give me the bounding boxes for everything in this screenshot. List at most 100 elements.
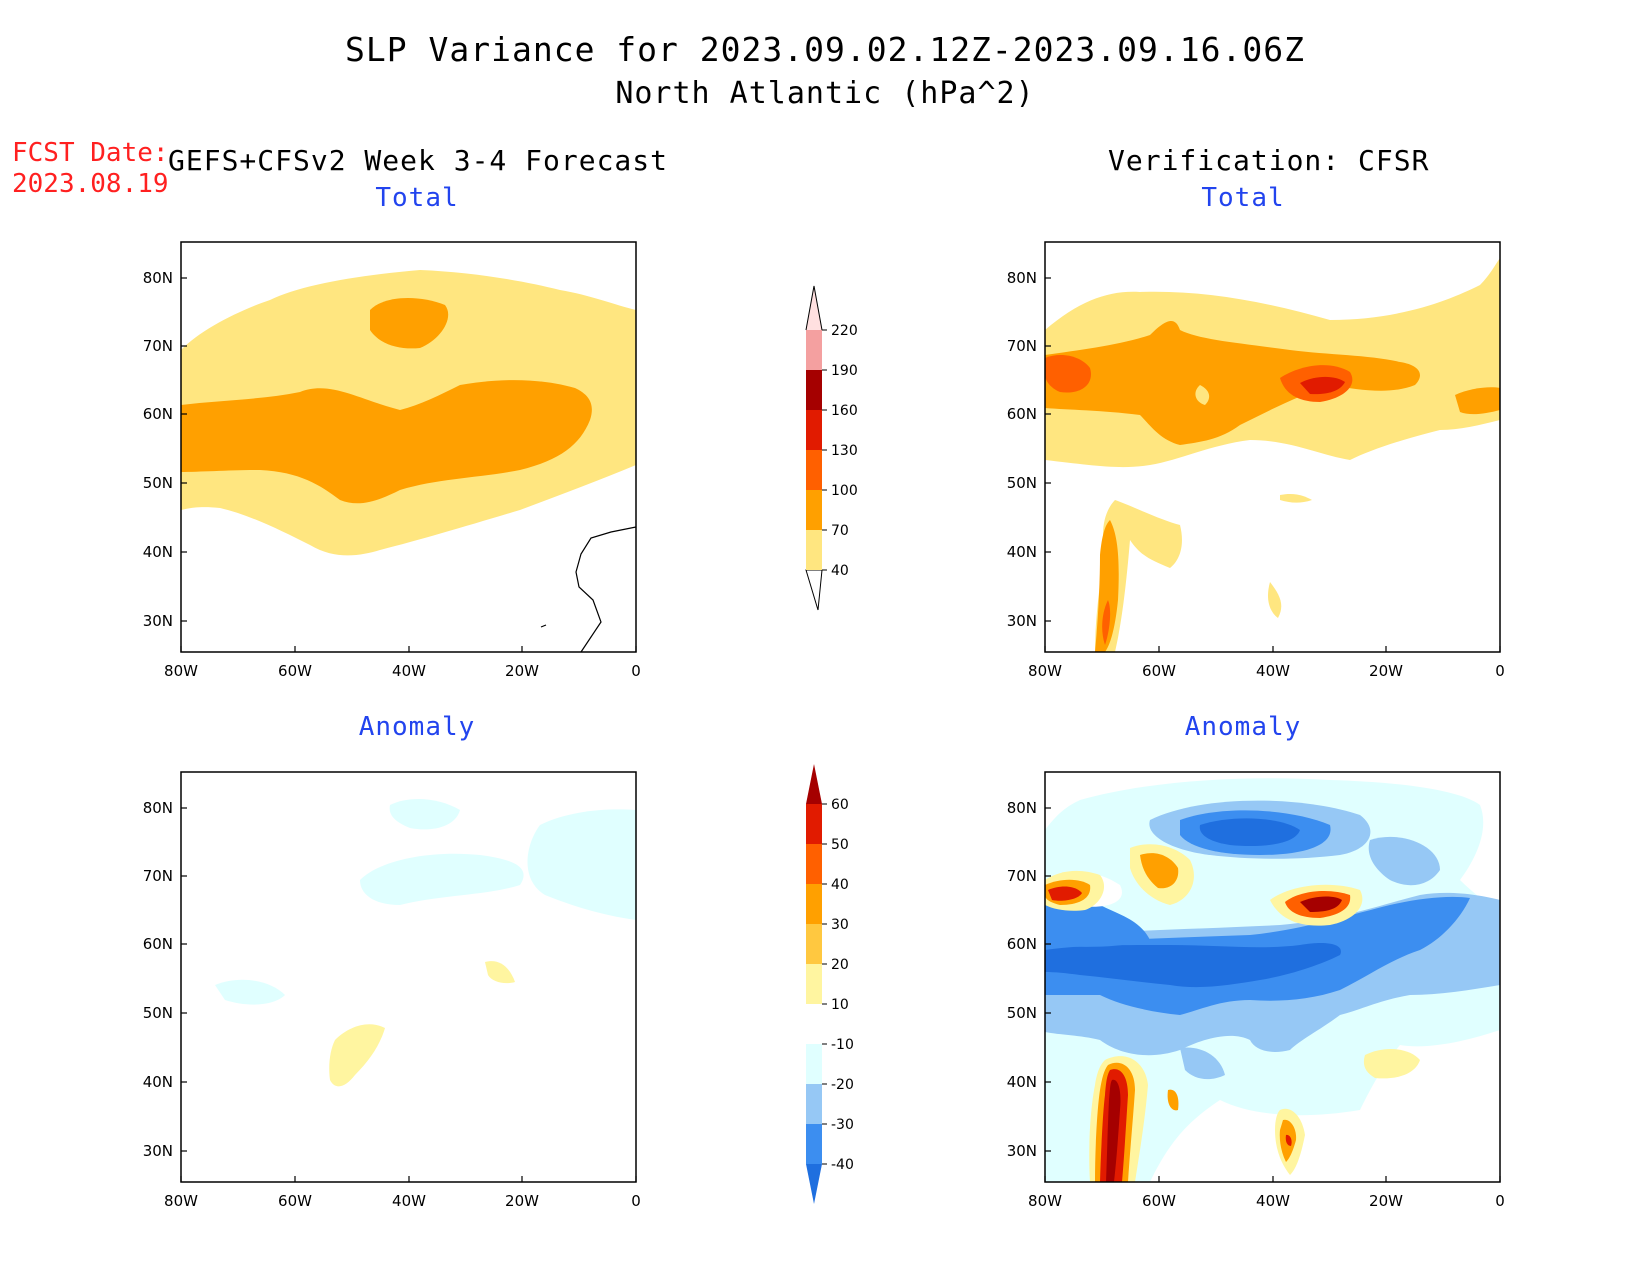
lat-label: 50N [143, 1004, 173, 1022]
colorbar-total-swatch [806, 490, 822, 530]
colorbar-anomaly-label: 20 [831, 957, 849, 973]
colorbar-anomaly: -40 -30 -20 -10 10 20 30 40 50 60 [806, 764, 854, 1204]
map-total-verification [1044, 241, 1501, 653]
lat-label: 30N [1007, 612, 1037, 630]
map-total-forecast [180, 241, 637, 653]
lat-label: 70N [1007, 867, 1037, 885]
colorbar-total-label: 190 [831, 363, 858, 379]
lat-label: 30N [143, 1142, 173, 1160]
lon-label: 40W [392, 662, 426, 680]
lon-label: 20W [1369, 662, 1403, 680]
lon-label: 60W [1142, 1192, 1176, 1210]
colorbar-total-swatch [806, 450, 822, 490]
lon-label: 80W [1028, 662, 1062, 680]
forecast-heading: GEFS+CFSv2 Week 3-4 Forecast [168, 144, 669, 177]
lon-label: 80W [1028, 1192, 1062, 1210]
verification-heading: Verification: CFSR [1108, 144, 1430, 177]
lat-label: 60N [143, 935, 173, 953]
lon-label: 20W [1369, 1192, 1403, 1210]
colorbar-total-swatch [806, 370, 822, 410]
lon-label: 0 [1495, 1192, 1505, 1210]
map-anomaly-forecast [180, 771, 637, 1183]
lat-label: 80N [143, 269, 173, 287]
lon-label: 20W [505, 1192, 539, 1210]
colorbar-anomaly-swatch [806, 964, 822, 1004]
lon-label: 60W [278, 662, 312, 680]
colorbar-anomaly-label: -10 [831, 1037, 854, 1053]
colorbar-total-label: 220 [831, 323, 858, 339]
lon-label: 0 [631, 1192, 641, 1210]
axes-layer: 80N 70N 60N 50N 40N 30N 80W 60W 40W 20W 0 80N 70N 60N… [143, 269, 1505, 1210]
colorbar-total-label: 40 [831, 563, 849, 579]
colorbar-anomaly-label: 30 [831, 917, 849, 933]
lat-label: 60N [1007, 405, 1037, 423]
lat-label: 50N [143, 474, 173, 492]
contours-anomaly-verification [1045, 772, 1500, 1182]
colorbar-anomaly-label: 60 [831, 797, 849, 813]
colorbar-total: 40 70 100 130 160 190 220 [805, 285, 858, 611]
colorbar-total-upper-triangle [806, 286, 822, 330]
colorbar-anomaly-label: 50 [831, 837, 849, 853]
lat-label: 60N [143, 405, 173, 423]
colorbar-anomaly-label: 40 [831, 877, 849, 893]
lon-label: 20W [505, 662, 539, 680]
colorbar-anomaly-label: -30 [831, 1117, 854, 1133]
colorbar-anomaly-swatch [806, 884, 822, 924]
colorbar-total-upper-outline [805, 285, 823, 331]
colorbar-total-lower-triangle [805, 569, 823, 611]
colorbar-anomaly-swatch [806, 844, 822, 884]
lat-label: 30N [143, 612, 173, 630]
chart-subtitle: North Atlantic (hPa^2) [615, 76, 1035, 111]
chart-title: SLP Variance for 2023.09.02.12Z-2023.09.… [345, 30, 1305, 69]
colorbar-anomaly-upper-triangle [806, 764, 822, 804]
colorbar-anomaly-label: -40 [831, 1157, 854, 1173]
map-anomaly-verification [1044, 771, 1501, 1183]
contours-anomaly-forecast [181, 772, 636, 1182]
lat-label: 40N [143, 1073, 173, 1091]
colorbar-total-swatch [806, 530, 822, 570]
lon-label: 40W [1256, 1192, 1290, 1210]
colorbar-total-swatch [806, 330, 822, 370]
lat-label: 40N [1007, 543, 1037, 561]
lat-label: 40N [1007, 1073, 1037, 1091]
colorbar-anomaly-label: -20 [831, 1077, 854, 1093]
colorbar-total-swatch [806, 410, 822, 450]
colorbar-total-label: 160 [831, 403, 858, 419]
colorbar-anomaly-swatch [806, 1004, 822, 1044]
lon-label: 60W [278, 1192, 312, 1210]
panel-title-total-verification: Total [1201, 183, 1285, 213]
colorbar-anomaly-swatch [806, 924, 822, 964]
lat-label: 80N [1007, 799, 1037, 817]
lon-label: 60W [1142, 662, 1176, 680]
lat-label: 70N [1007, 337, 1037, 355]
forecast-date-label: FCST Date: [12, 138, 169, 168]
colorbar-anomaly-lower-triangle [806, 1164, 822, 1204]
lat-label: 40N [143, 543, 173, 561]
colorbar-anomaly-label: 10 [831, 997, 849, 1013]
lon-label: 80W [164, 662, 198, 680]
colorbar-anomaly-swatch [806, 1044, 822, 1084]
lat-label: 50N [1007, 1004, 1037, 1022]
lat-label: 70N [143, 867, 173, 885]
lat-label: 80N [143, 799, 173, 817]
lat-label: 70N [143, 337, 173, 355]
lat-label: 50N [1007, 474, 1037, 492]
contours-total-verification [1045, 242, 1500, 652]
colorbar-total-label: 130 [831, 443, 858, 459]
colorbar-total-label: 100 [831, 483, 858, 499]
colorbar-anomaly-swatch [806, 804, 822, 844]
lon-label: 0 [631, 662, 641, 680]
lat-label: 60N [1007, 935, 1037, 953]
lon-label: 0 [1495, 662, 1505, 680]
colorbar-anomaly-swatch [806, 1084, 822, 1124]
forecast-date-block: FCST Date: 2023.08.19 [12, 138, 169, 200]
lat-label: 30N [1007, 1142, 1037, 1160]
panel-title-total-forecast: Total [375, 183, 459, 213]
panel-title-anomaly-forecast: Anomaly [358, 712, 476, 742]
lon-label: 40W [1256, 662, 1290, 680]
colorbar-total-label: 70 [831, 523, 849, 539]
panel-title-anomaly-verification: Anomaly [1184, 712, 1302, 742]
colorbar-anomaly-swatch [806, 1124, 822, 1164]
lon-label: 80W [164, 1192, 198, 1210]
